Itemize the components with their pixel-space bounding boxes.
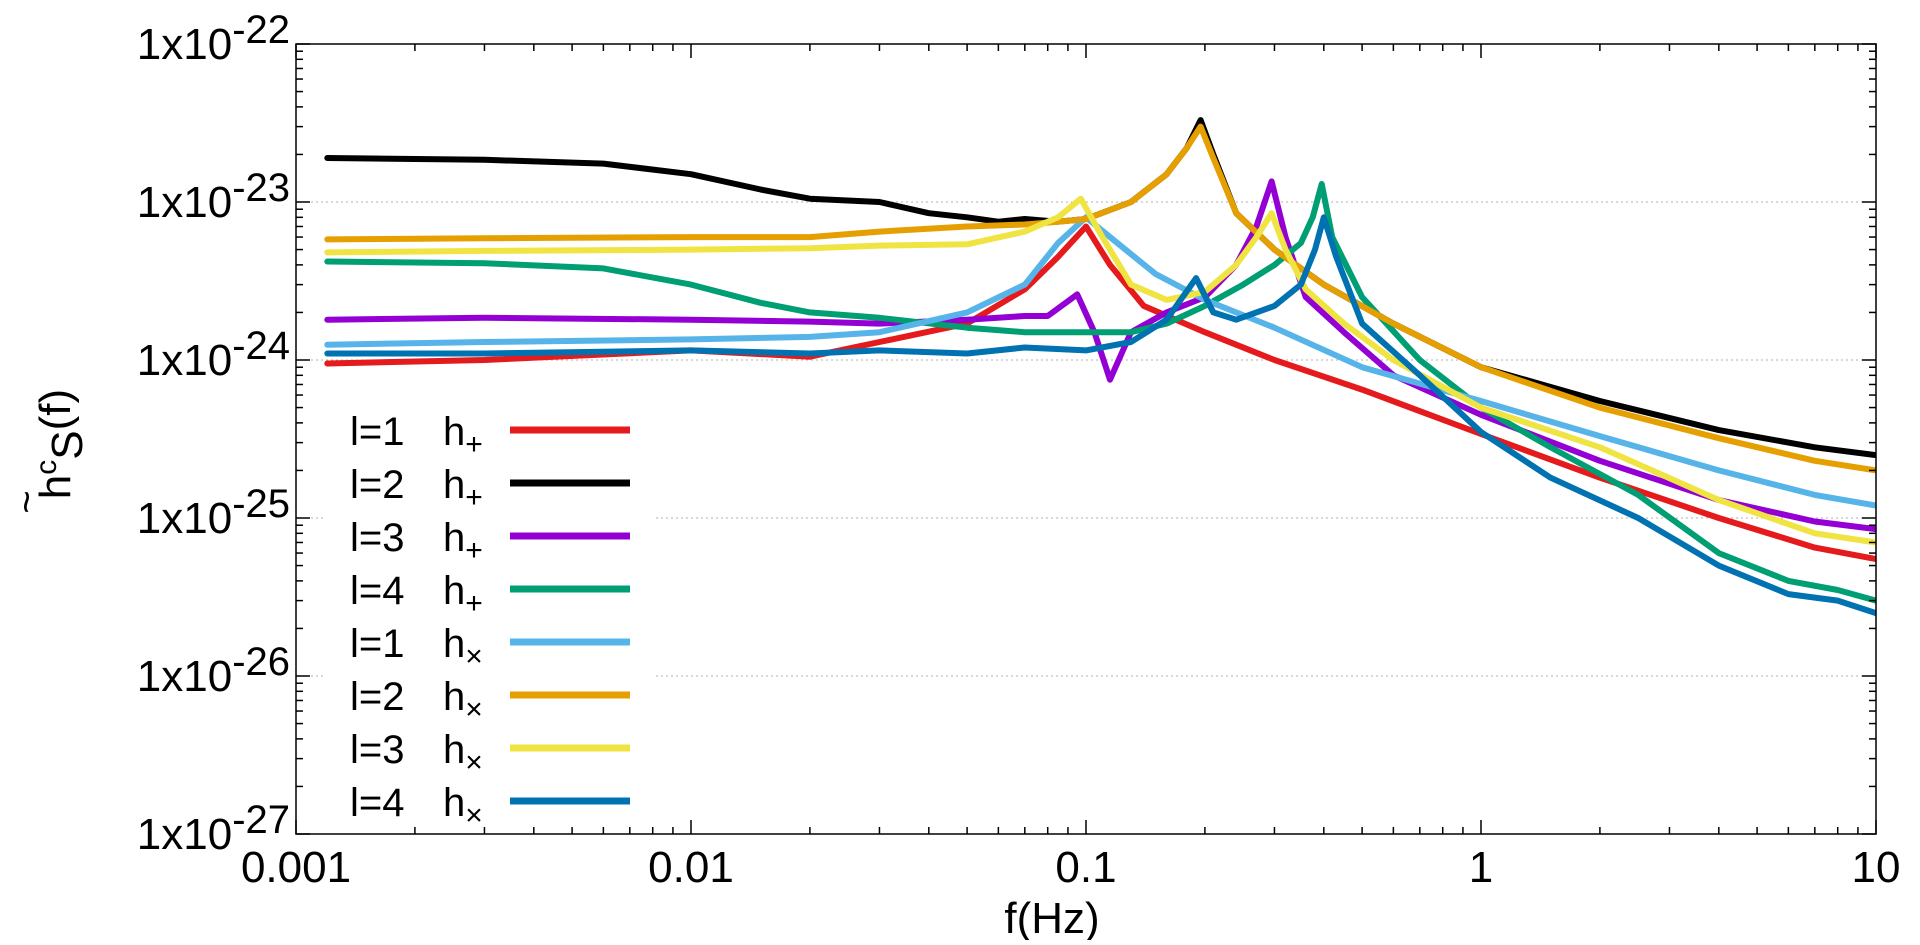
- y-tick-exponent: -25: [232, 482, 290, 526]
- y-tick-label-0: 1x10-22: [137, 8, 290, 69]
- x-axis-label: f(Hz): [1004, 894, 1099, 940]
- legend-l-value: l=3: [350, 728, 405, 772]
- y-tick-exponent: -24: [232, 324, 290, 368]
- legend-polarization-sub: ×: [465, 799, 483, 832]
- legend-l-value: l=2: [350, 675, 405, 719]
- x-tick-label-0: 0.001: [241, 843, 351, 892]
- legend-polarization: h: [443, 410, 465, 454]
- legend-l-value: l=2: [350, 463, 405, 507]
- legend-polarization-sub: ×: [465, 746, 483, 779]
- y-tick-exponent: -27: [232, 798, 290, 842]
- y-tick-labels: 1x10-221x10-231x10-241x10-251x10-261x10-…: [137, 8, 290, 859]
- legend-polarization: h: [443, 675, 465, 719]
- legend-polarization: h: [443, 728, 465, 772]
- y-tick-mantissa: 1x10: [137, 178, 232, 227]
- legend-polarization-sub: +: [465, 481, 483, 514]
- y-tick-mantissa: 1x10: [137, 810, 232, 859]
- y-axis-label-text: hcS(f): [30, 389, 92, 499]
- legend-polarization: h: [443, 569, 465, 613]
- y-tick-label-4: 1x10-26: [137, 640, 290, 701]
- x-tick-label-3: 1: [1469, 843, 1493, 892]
- legend-l-value: l=1: [350, 622, 405, 666]
- y-tick-exponent: -22: [232, 8, 290, 52]
- legend-polarization-sub: ×: [465, 693, 483, 726]
- y-tick-label-2: 1x10-24: [137, 324, 290, 385]
- y-axis-label-sub: S: [43, 430, 92, 459]
- y-tick-mantissa: 1x10: [137, 20, 232, 69]
- legend-l-value: l=1: [350, 410, 405, 454]
- legend-polarization: h: [443, 463, 465, 507]
- legend-l-value: l=3: [350, 516, 405, 560]
- legend-l-value: l=4: [350, 569, 405, 613]
- x-tick-labels: 0.001 0.01 0.1 1 10: [241, 843, 1901, 892]
- y-axis-label-tail: (f): [31, 389, 80, 431]
- legend-polarization-sub: +: [465, 428, 483, 461]
- legend-polarization-sub: ×: [465, 640, 483, 673]
- legend-polarization: h: [443, 781, 465, 825]
- y-axis-label-sup: c: [30, 460, 63, 475]
- y-axis-label-accent: ~: [5, 490, 49, 513]
- legend-polarization-sub: +: [465, 587, 483, 620]
- y-tick-mantissa: 1x10: [137, 336, 232, 385]
- legend-polarization: h: [443, 622, 465, 666]
- x-tick-label-1: 0.01: [648, 843, 734, 892]
- x-tick-label-4: 10: [1852, 843, 1901, 892]
- y-tick-label-1: 1x10-23: [137, 166, 290, 227]
- x-tick-label-2: 0.1: [1055, 843, 1116, 892]
- legend-polarization-sub: +: [465, 534, 483, 567]
- y-tick-mantissa: 1x10: [137, 652, 232, 701]
- legend-polarization: h: [443, 516, 465, 560]
- y-tick-mantissa: 1x10: [137, 494, 232, 543]
- legend-l-value: l=4: [350, 781, 405, 825]
- y-axis-label: hcS(f) ~: [5, 389, 92, 514]
- y-tick-exponent: -23: [232, 166, 290, 210]
- y-tick-label-3: 1x10-25: [137, 482, 290, 543]
- y-tick-exponent: -26: [232, 640, 290, 684]
